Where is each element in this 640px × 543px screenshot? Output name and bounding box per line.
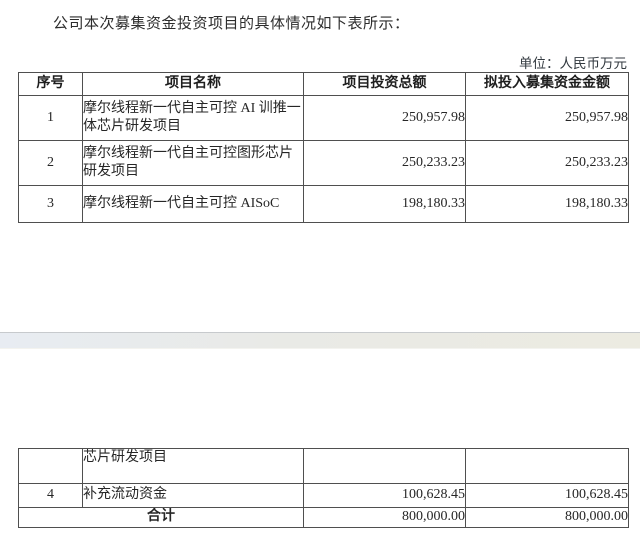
header-total-investment: 项目投资总额 (303, 72, 466, 96)
row-number: 3 (18, 185, 83, 223)
header-raised-funds: 拟投入募集资金金额 (465, 72, 629, 96)
project-total-amount: 198,180.33 (303, 185, 466, 223)
investment-projects-table: 序号 项目名称 项目投资总额 拟投入募集资金金额 1 摩尔线程新一代自主可控 A… (18, 72, 629, 223)
total-label: 合计 (18, 507, 304, 528)
table-header-row: 序号 项目名称 项目投资总额 拟投入募集资金金额 (18, 72, 629, 96)
document-title: 公司本次募集资金投资项目的具体情况如下表所示： (53, 16, 410, 32)
table-row: 3 摩尔线程新一代自主可控 AISoC 198,180.33 198,180.3… (18, 185, 629, 223)
project-raised-amount: 250,957.98 (465, 95, 629, 141)
project-raised-amount: 250,233.23 (465, 140, 629, 186)
project-total-amount: 250,233.23 (303, 140, 466, 186)
row-number: 2 (18, 140, 83, 186)
project-name: 补充流动资金 (82, 483, 304, 508)
project-name: 摩尔线程新一代自主可控 AISoC (82, 185, 304, 223)
table-row: 1 摩尔线程新一代自主可控 AI 训推一体芯片研发项目 250,957.98 2… (18, 95, 629, 141)
project-raised-amount: 100,628.45 (465, 483, 629, 508)
table-total-row: 合计 800,000.00 800,000.00 (18, 507, 629, 528)
project-raised-amount: 198,180.33 (465, 185, 629, 223)
row-number: 4 (18, 483, 83, 508)
project-raised-amount-empty (465, 448, 629, 484)
total-raised-amount: 800,000.00 (465, 507, 629, 528)
project-name: 摩尔线程新一代自主可控 AI 训推一体芯片研发项目 (82, 95, 304, 141)
header-no: 序号 (18, 72, 83, 96)
total-investment-amount: 800,000.00 (303, 507, 466, 528)
table-row: 2 摩尔线程新一代自主可控图形芯片研发项目 250,233.23 250,233… (18, 140, 629, 186)
project-total-amount: 100,628.45 (303, 483, 466, 508)
currency-unit-label: 单位：人民币万元 (519, 56, 627, 71)
row-number-empty (18, 448, 83, 484)
table-row: 4 补充流动资金 100,628.45 100,628.45 (18, 483, 629, 508)
screenshot-seam-divider (0, 332, 640, 349)
header-project-name: 项目名称 (82, 72, 304, 96)
table-row-carryover: 芯片研发项目 (18, 448, 629, 484)
project-total-amount: 250,957.98 (303, 95, 466, 141)
project-name: 摩尔线程新一代自主可控图形芯片研发项目 (82, 140, 304, 186)
project-total-amount-empty (303, 448, 466, 484)
investment-projects-table-continued: 芯片研发项目 4 补充流动资金 100,628.45 100,628.45 合计… (18, 448, 629, 528)
row-number: 1 (18, 95, 83, 141)
project-name-carryover: 芯片研发项目 (82, 448, 304, 484)
